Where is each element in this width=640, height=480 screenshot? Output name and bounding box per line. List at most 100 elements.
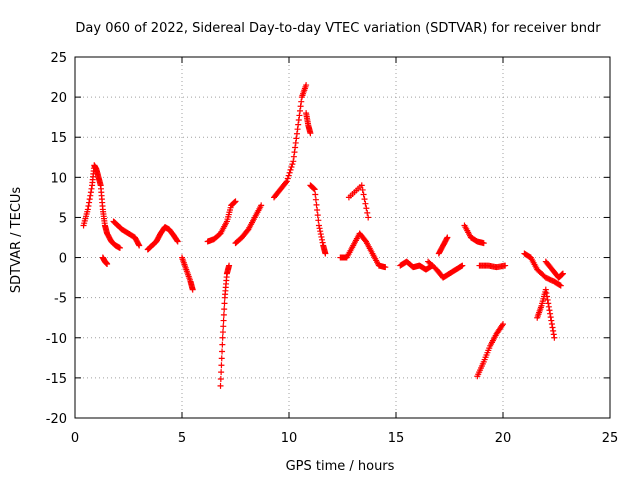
- series-arc-14: [397, 258, 436, 273]
- data-point: [500, 321, 506, 328]
- data-point-interp: [291, 149, 298, 156]
- data-point-interp: [361, 196, 368, 203]
- data-point-interp: [287, 166, 294, 173]
- series-arc-22: [542, 258, 566, 281]
- data-points: [80, 82, 566, 389]
- data-point-interp: [359, 186, 366, 193]
- data-point: [226, 262, 233, 269]
- series-arc-19: [474, 321, 506, 380]
- y-tick-label: 0: [59, 252, 67, 267]
- data-point-interp: [319, 239, 326, 246]
- data-point: [365, 214, 372, 221]
- data-point-interp: [544, 293, 551, 300]
- data-point-interp: [297, 107, 304, 114]
- data-point-interp: [360, 191, 367, 198]
- data-point: [444, 234, 451, 241]
- data-point-interp: [298, 98, 305, 105]
- data-point-interp: [364, 209, 371, 216]
- data-point-interp: [318, 233, 325, 240]
- data-point-interp: [218, 362, 225, 369]
- data-point-interp: [288, 164, 295, 171]
- data-point-interp: [315, 217, 322, 224]
- x-tick-label: 5: [178, 431, 186, 446]
- data-point-interp: [547, 314, 554, 321]
- data-point-interp: [293, 130, 300, 137]
- data-point: [459, 262, 466, 269]
- y-tick-label: 5: [59, 211, 67, 226]
- data-point-interp: [550, 327, 557, 334]
- data-point: [116, 244, 123, 251]
- data-point-interp: [293, 135, 300, 142]
- series-arc-18: [476, 262, 509, 271]
- data-point: [307, 130, 314, 137]
- data-point-interp: [220, 311, 227, 318]
- series-arc-11: [307, 182, 329, 257]
- data-point-interp: [87, 192, 94, 199]
- data-point-interp: [284, 175, 291, 182]
- data-point-interp: [286, 169, 293, 176]
- data-point-interp: [295, 121, 302, 128]
- data-point-interp: [290, 153, 297, 160]
- data-point-interp: [499, 322, 506, 329]
- data-point: [358, 182, 365, 189]
- series-arc-1: [80, 162, 123, 251]
- series-arc-9: [271, 82, 310, 201]
- y-tick-label: 20: [50, 91, 67, 106]
- data-point-interp: [221, 300, 228, 307]
- data-point-interp: [443, 235, 450, 242]
- data-point-interp: [313, 201, 320, 208]
- data-point-interp: [87, 189, 94, 196]
- data-point-interp: [285, 172, 292, 179]
- data-point-interp: [292, 144, 299, 151]
- data-point: [480, 240, 487, 247]
- series-arc-12: [337, 230, 389, 271]
- data-point-interp: [135, 241, 142, 248]
- data-point-interp: [317, 228, 324, 235]
- data-point-interp: [292, 139, 299, 146]
- x-tick-label: 15: [388, 431, 405, 446]
- data-point-interp: [545, 300, 552, 307]
- x-tick-label: 25: [602, 431, 619, 446]
- x-tick-label: 0: [71, 431, 79, 446]
- data-point: [322, 250, 329, 257]
- series-arc-20: [521, 250, 564, 289]
- series-arc-7: [217, 262, 233, 389]
- data-point-interp: [219, 348, 226, 355]
- data-point-interp: [85, 202, 92, 209]
- data-point: [311, 186, 318, 193]
- data-point-interp: [296, 112, 303, 119]
- data-point-interp: [550, 331, 557, 338]
- chart-title: Day 060 of 2022, Sidereal Day-to-day VTE…: [75, 21, 601, 36]
- data-point: [217, 382, 224, 389]
- data-point: [104, 260, 111, 267]
- y-tick-label: 15: [50, 131, 67, 146]
- data-point: [294, 126, 301, 133]
- data-point-interp: [314, 212, 321, 219]
- plot-frame: [74, 56, 611, 419]
- grid-lines: [75, 57, 610, 418]
- data-point-interp: [316, 225, 323, 232]
- x-axis-label: GPS time / hours: [286, 459, 395, 474]
- data-point-interp: [218, 355, 225, 362]
- data-point-interp: [312, 191, 319, 198]
- data-point-interp: [544, 296, 551, 303]
- data-point-interp: [312, 196, 319, 203]
- data-point: [258, 202, 265, 209]
- data-point: [283, 178, 290, 185]
- data-point-interp: [220, 323, 227, 330]
- data-point: [551, 334, 558, 341]
- data-point-interp: [319, 236, 326, 243]
- series-arc-8: [232, 202, 265, 247]
- data-point: [547, 310, 554, 317]
- x-tick-label: 20: [495, 431, 512, 446]
- series-arc-3: [110, 218, 143, 249]
- series-arc-2: [99, 254, 111, 267]
- data-point: [232, 198, 239, 205]
- x-tick-labels: 0 5 10 15 20 25: [71, 431, 618, 446]
- series-arc-6: [204, 198, 239, 245]
- data-point-interp: [219, 329, 226, 336]
- series-arc-16: [435, 234, 451, 257]
- data-point: [542, 286, 549, 293]
- data-point: [174, 238, 181, 245]
- data-point: [303, 82, 310, 89]
